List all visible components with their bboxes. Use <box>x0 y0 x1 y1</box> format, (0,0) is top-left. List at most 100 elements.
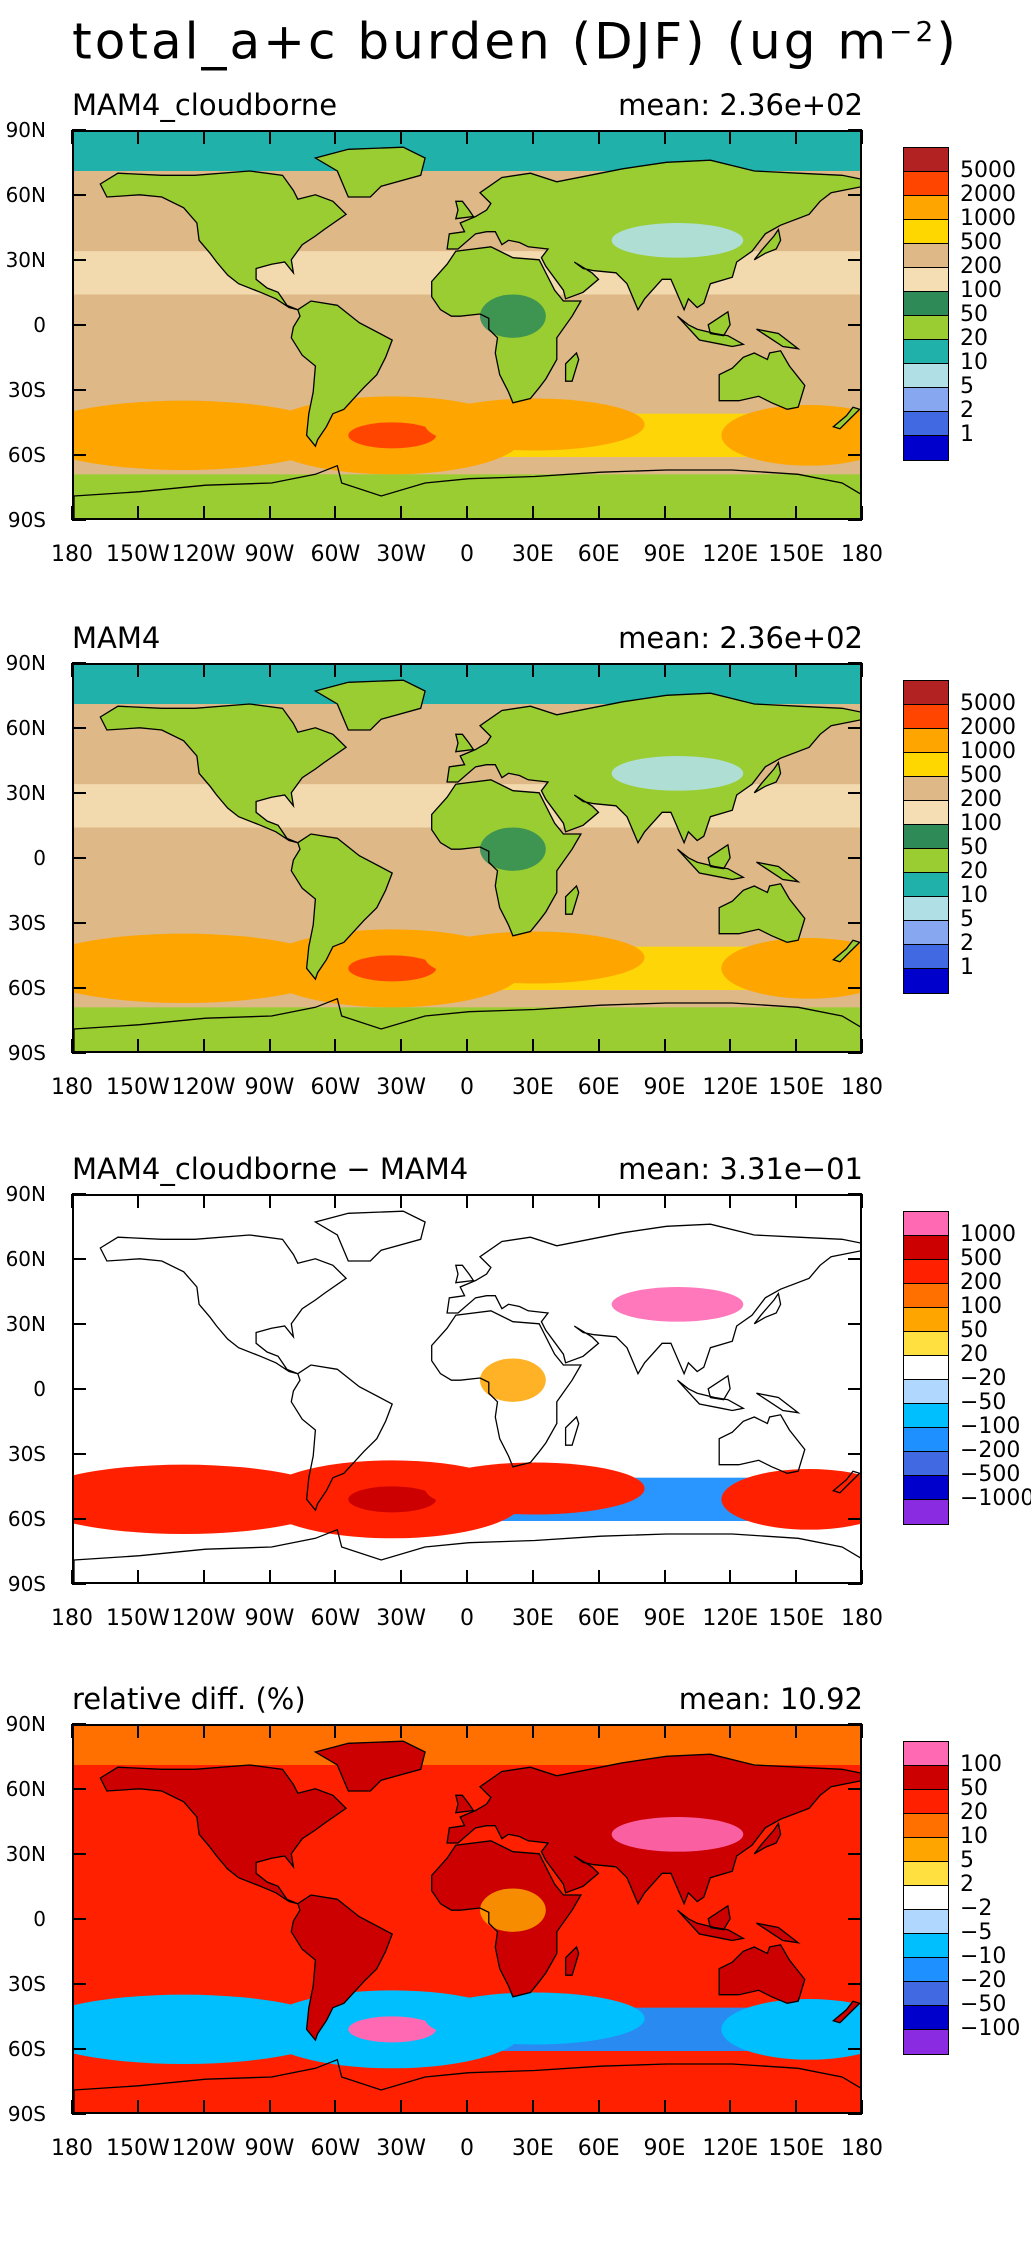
coastline-japan <box>753 227 782 261</box>
field-storm-core <box>74 933 338 1003</box>
lat-tick <box>72 1788 86 1790</box>
colorbar-swatch <box>904 705 948 729</box>
coastline-indonesia <box>677 1379 746 1412</box>
colorbar-label: 100 <box>960 811 1002 836</box>
land-borneo <box>708 1905 731 1930</box>
field-storm-core <box>425 1992 645 2045</box>
lat-tick <box>72 922 86 924</box>
lon-tick-top <box>334 130 337 144</box>
lon-tick-label: 180 <box>841 2136 883 2161</box>
lon-tick-label: 30W <box>376 1075 427 1100</box>
field-africa-feature <box>479 1888 546 1932</box>
colorbar-label: 50 <box>960 1318 988 1343</box>
coastline-japan <box>753 760 782 794</box>
coastline-borneo <box>707 843 731 870</box>
colorbar-swatch <box>904 436 948 460</box>
colorbar-label: 2000 <box>960 182 1016 207</box>
colorbar-swatch <box>904 1212 948 1236</box>
lon-tick-top <box>268 1194 271 1208</box>
coastline-australia <box>718 883 806 943</box>
coastline-africa <box>431 246 583 404</box>
lat-tick-right <box>848 1853 862 1855</box>
lon-tick-top <box>663 1724 666 1738</box>
colorbar-swatch <box>904 316 948 340</box>
lat-tick-right <box>848 2113 862 2115</box>
coastline-madagascar <box>564 351 580 382</box>
colorbar-label: 200 <box>960 254 1002 279</box>
map-panel-2: MAM4 mean: 2.36e+02 90N 60N 30N 0 30S 60S 90S 180… <box>0 620 1031 1190</box>
colorbar-label: 2 <box>960 931 974 956</box>
lat-tick-right <box>848 1983 862 1985</box>
colorbar-swatch <box>904 364 948 388</box>
lat-tick-right <box>848 727 862 729</box>
lon-tick-top <box>729 130 732 144</box>
colorbar-swatch <box>904 1260 948 1284</box>
lon-tick-label: 60W <box>310 1606 361 1631</box>
lat-tick-right <box>848 324 862 326</box>
lon-tick-label: 150E <box>768 2136 825 2161</box>
lon-tick-label: 120E <box>702 2136 759 2161</box>
lon-tick-top <box>597 1194 600 1208</box>
coastline-africa <box>431 779 583 937</box>
lon-tick <box>729 1039 732 1053</box>
lon-tick <box>795 1570 798 1584</box>
coastline-antarctica <box>74 464 860 518</box>
lon-tick <box>597 1039 600 1053</box>
field-africa-feature <box>479 294 546 338</box>
lon-tick-label: 90E <box>643 2136 686 2161</box>
coastline-madagascar <box>564 1945 580 1976</box>
colorbar-swatch <box>904 1982 948 2006</box>
lat-tick <box>72 1723 86 1725</box>
lon-tick-label: 120W <box>171 2136 236 2161</box>
lon-tick <box>268 1570 271 1584</box>
coastline-british-isles <box>454 1264 475 1284</box>
colorbar-label: 500 <box>960 1246 1002 1271</box>
map-panel-1: MAM4_cloudborne mean: 2.36e+02 90N 60N 30N 0 3… <box>0 87 1031 657</box>
lon-tick-label: 150E <box>768 1075 825 1100</box>
colorbar-label: −100 <box>960 1414 1021 1439</box>
lat-tick-label: 60S <box>7 1507 46 1531</box>
lat-tick-label: 60N <box>5 1247 46 1271</box>
lon-tick <box>71 1570 73 1584</box>
lat-tick-right <box>848 1918 862 1920</box>
lon-tick-top <box>136 130 139 144</box>
lat-tick-label: 90N <box>5 1712 46 1736</box>
lat-tick-label: 90N <box>5 1182 46 1206</box>
lon-tick <box>597 506 600 520</box>
lon-tick <box>466 2100 468 2114</box>
lat-tick <box>72 194 86 196</box>
field-africa-feature <box>479 1358 546 1402</box>
lat-tick <box>72 519 86 521</box>
coastline-greenland <box>313 1740 426 1792</box>
coastline-antarctica <box>74 997 860 1051</box>
lon-tick-top <box>268 1724 271 1738</box>
lon-tick <box>861 1039 863 1053</box>
colorbar-label: −500 <box>960 1462 1021 1487</box>
field-storm-peak <box>348 422 437 449</box>
colorbar-swatch <box>904 1862 948 1886</box>
lon-tick <box>71 2100 73 2114</box>
colorbar-label: 20 <box>960 1800 988 1825</box>
lon-tick <box>531 2100 534 2114</box>
field-storm-core <box>425 1462 645 1515</box>
land-madagascar <box>565 886 579 915</box>
colorbar-swatch <box>904 412 948 436</box>
colorbar-label: 5 <box>960 1848 974 1873</box>
lon-tick-label: 60W <box>310 1075 361 1100</box>
lon-tick <box>663 506 666 520</box>
field-storm-core <box>721 1999 860 2060</box>
lon-tick-top <box>663 1194 666 1208</box>
lon-tick-label: 60E <box>577 2136 620 2161</box>
panel-title: MAM4 <box>72 621 161 655</box>
lon-tick-label: 60E <box>577 542 620 567</box>
colorbar-label: 100 <box>960 1752 1002 1777</box>
land-madagascar <box>565 353 579 382</box>
coastline-south-america <box>290 300 394 448</box>
lat-tick-label: 30S <box>7 911 46 935</box>
field-storm-core <box>425 931 645 984</box>
panel-title: MAM4_cloudborne <box>72 88 338 122</box>
coastline-borneo <box>707 310 731 337</box>
map-field <box>74 1196 860 1582</box>
lon-tick <box>202 2100 205 2114</box>
coastline-british-isles <box>454 733 475 753</box>
